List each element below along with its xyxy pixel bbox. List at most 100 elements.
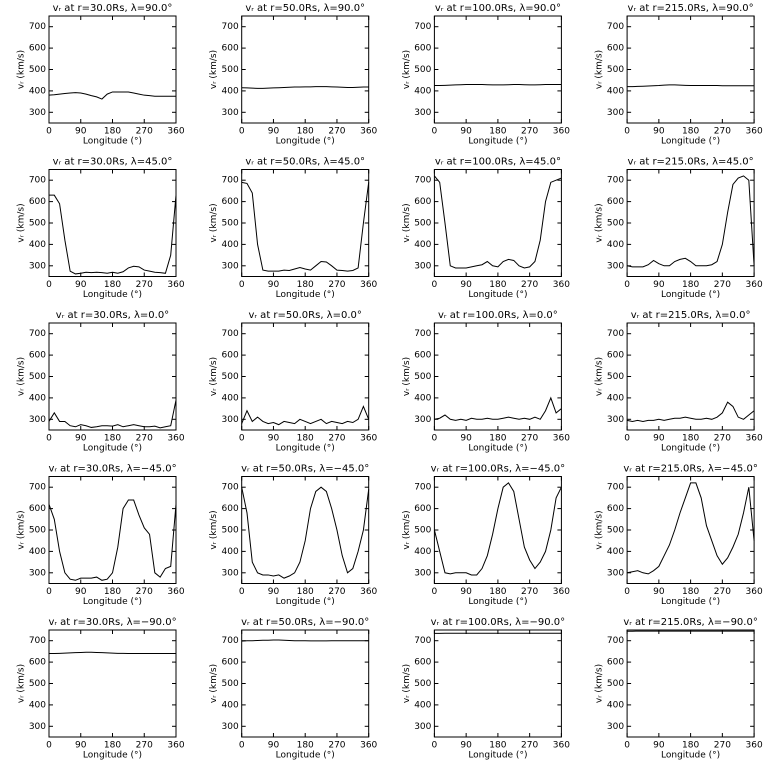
y-tick-label: 600 (414, 658, 431, 668)
y-tick-label: 300 (414, 108, 431, 118)
x-axis-label: Longitude (°) (468, 290, 527, 300)
y-tick-label: 700 (29, 636, 46, 646)
data-line (433, 482, 562, 576)
y-tick-label: 700 (414, 176, 431, 186)
y-tick-label: 400 (414, 547, 431, 557)
chart-title: vᵣ at r=30.0Rs, λ=−45.0° (48, 464, 176, 475)
x-tick-label: 180 (489, 280, 506, 290)
x-tick-label: 270 (328, 587, 345, 597)
chart-title: vᵣ at r=100.0Rs, λ=90.0° (435, 3, 561, 14)
y-tick-label: 500 (414, 526, 431, 536)
y-tick-label: 300 (414, 722, 431, 732)
x-tick-label: 0 (624, 280, 630, 290)
x-axis-label: Longitude (°) (83, 137, 142, 147)
y-tick-label: 600 (29, 504, 46, 514)
x-tick-label: 360 (360, 434, 377, 444)
plot-frame (433, 15, 562, 124)
x-tick-label: 90 (75, 587, 87, 597)
data-line (48, 499, 177, 581)
x-tick-label: 90 (75, 434, 87, 444)
y-tick-label: 500 (607, 219, 624, 229)
x-tick-label: 270 (136, 280, 153, 290)
x-tick-label: 360 (553, 587, 570, 597)
plot-frame (626, 629, 755, 738)
y-axis-label: vᵣ (km/s) (17, 357, 27, 396)
y-tick-label: 500 (414, 679, 431, 689)
y-tick-label: 300 (607, 415, 624, 425)
x-tick-label: 180 (104, 280, 121, 290)
y-tick-label: 300 (29, 722, 46, 732)
x-axis-label: Longitude (°) (661, 444, 720, 454)
y-tick-label: 300 (222, 261, 239, 271)
x-tick-label: 180 (104, 741, 121, 751)
y-tick-label: 300 (222, 722, 239, 732)
y-tick-label: 400 (29, 547, 46, 557)
y-tick-label: 400 (29, 86, 46, 96)
y-tick-label: 600 (29, 44, 46, 54)
y-tick-label: 600 (222, 197, 239, 207)
x-tick-label: 90 (653, 741, 665, 751)
y-tick-label: 600 (414, 351, 431, 361)
y-tick-label: 700 (29, 22, 46, 32)
y-tick-label: 400 (607, 393, 624, 403)
x-axis-label: Longitude (°) (661, 137, 720, 147)
x-tick-label: 360 (553, 434, 570, 444)
y-axis-label: vᵣ (km/s) (17, 203, 27, 242)
data-line (49, 194, 177, 275)
x-tick-label: 180 (104, 434, 121, 444)
x-tick-label: 270 (714, 741, 731, 751)
x-tick-label: 0 (239, 587, 245, 597)
chart-title: vᵣ at r=100.0Rs, λ=0.0° (438, 310, 558, 321)
x-tick-label: 270 (521, 127, 538, 137)
y-tick-label: 400 (222, 393, 239, 403)
y-tick-label: 500 (222, 372, 239, 382)
x-tick-label: 270 (328, 127, 345, 137)
y-tick-label: 300 (414, 415, 431, 425)
plot-frame (433, 322, 562, 431)
x-tick-label: 180 (682, 127, 699, 137)
y-tick-label: 400 (222, 86, 239, 96)
x-tick-label: 270 (136, 741, 153, 751)
y-axis-label: vᵣ (km/s) (209, 357, 219, 396)
y-tick-label: 400 (607, 240, 624, 250)
x-tick-label: 0 (46, 127, 52, 137)
y-axis-label: vᵣ (km/s) (209, 203, 219, 242)
y-tick-label: 300 (29, 415, 46, 425)
x-axis-label: Longitude (°) (468, 751, 527, 761)
y-tick-label: 400 (607, 86, 624, 96)
y-axis-label: vᵣ (km/s) (209, 510, 219, 549)
y-tick-label: 300 (29, 108, 46, 118)
y-tick-label: 600 (414, 197, 431, 207)
y-tick-label: 300 (607, 568, 624, 578)
plot-frame (433, 629, 562, 738)
y-tick-label: 700 (414, 483, 431, 493)
y-axis-label: vᵣ (km/s) (402, 50, 412, 89)
y-tick-label: 400 (29, 393, 46, 403)
x-tick-label: 90 (460, 587, 472, 597)
plot-frame (626, 322, 755, 431)
plot-frame (626, 15, 755, 124)
y-axis-label: vᵣ (km/s) (595, 357, 605, 396)
x-tick-label: 0 (239, 741, 245, 751)
plot-frame (241, 15, 370, 124)
x-tick-label: 0 (432, 741, 438, 751)
y-tick-label: 400 (29, 700, 46, 710)
y-axis-label: vᵣ (km/s) (595, 203, 605, 242)
y-axis-label: vᵣ (km/s) (402, 203, 412, 242)
y-tick-label: 600 (29, 658, 46, 668)
x-tick-label: 90 (653, 587, 665, 597)
x-tick-label: 90 (653, 280, 665, 290)
x-tick-label: 90 (460, 280, 472, 290)
y-tick-label: 700 (414, 22, 431, 32)
x-axis-label: Longitude (°) (468, 137, 527, 147)
x-tick-label: 360 (360, 741, 377, 751)
y-tick-label: 400 (29, 240, 46, 250)
x-tick-label: 360 (553, 280, 570, 290)
chart-title: vᵣ at r=30.0Rs, λ=−90.0° (48, 617, 176, 628)
x-tick-label: 90 (75, 280, 87, 290)
x-tick-label: 90 (268, 434, 280, 444)
x-tick-label: 360 (746, 741, 763, 751)
x-tick-label: 270 (136, 587, 153, 597)
y-axis-label: vᵣ (km/s) (209, 664, 219, 703)
x-axis-label: Longitude (°) (276, 137, 335, 147)
